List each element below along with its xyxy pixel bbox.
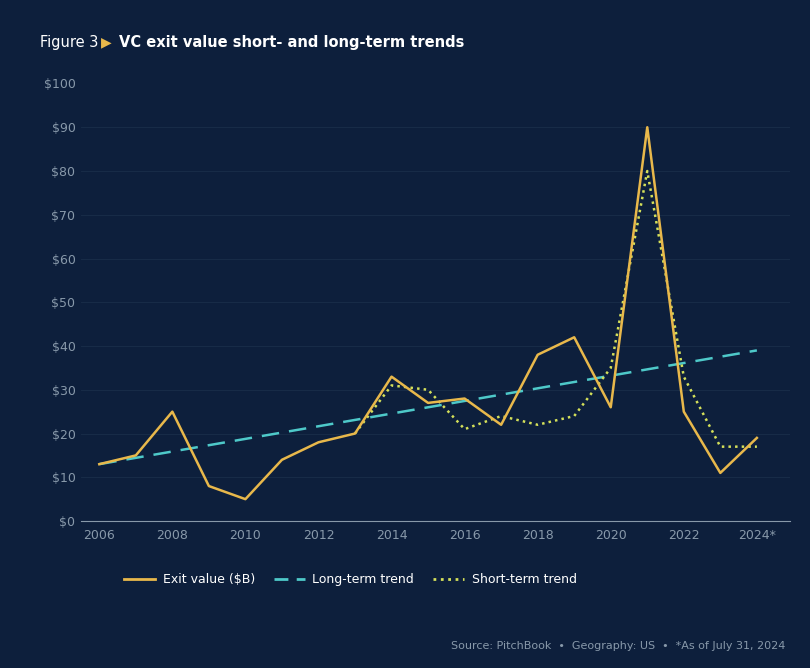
Text: Source: PitchBook  •  Geography: US  •  *As of July 31, 2024: Source: PitchBook • Geography: US • *As … <box>451 641 786 651</box>
Legend: Exit value ($B), Long-term trend, Short-term trend: Exit value ($B), Long-term trend, Short-… <box>119 568 582 591</box>
Text: ▶: ▶ <box>101 36 112 49</box>
Text: Figure 3: Figure 3 <box>40 35 98 50</box>
Text: VC exit value short- and long-term trends: VC exit value short- and long-term trend… <box>119 35 464 50</box>
